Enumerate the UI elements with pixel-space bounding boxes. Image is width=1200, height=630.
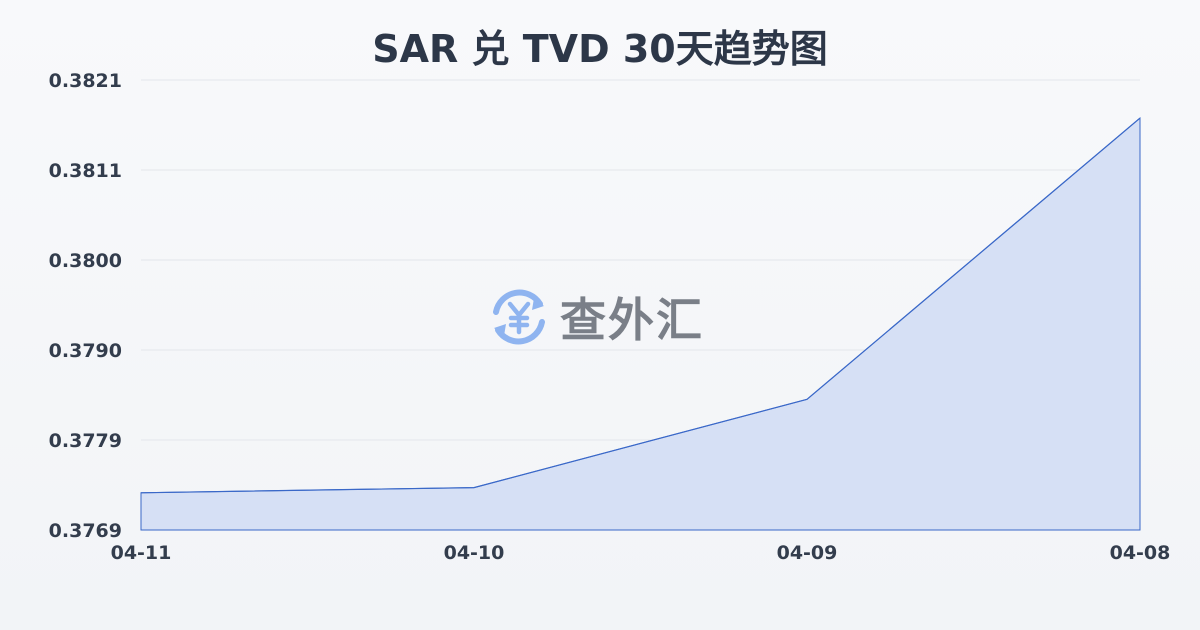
series-line [140, 117, 1141, 494]
x-tick-label: 04-10 [444, 542, 505, 564]
yen-exchange-icon [493, 289, 545, 345]
x-tick-label: 04-11 [111, 542, 172, 564]
y-tick-label: 0.3821 [49, 70, 122, 92]
watermark: 查外汇 [488, 284, 704, 350]
y-tick-label: 0.3769 [49, 520, 122, 542]
chart-title: SAR 兑 TVD 30天趋势图 [372, 27, 828, 71]
x-tick-label: 04-08 [1110, 542, 1171, 564]
y-tick-label: 0.3811 [49, 160, 122, 182]
watermark-text: 查外汇 [560, 293, 704, 347]
y-tick-label: 0.3779 [49, 430, 122, 452]
y-tick-label: 0.3800 [49, 250, 122, 272]
y-tick-label: 0.3790 [49, 340, 122, 362]
x-tick-label: 04-09 [777, 542, 838, 564]
